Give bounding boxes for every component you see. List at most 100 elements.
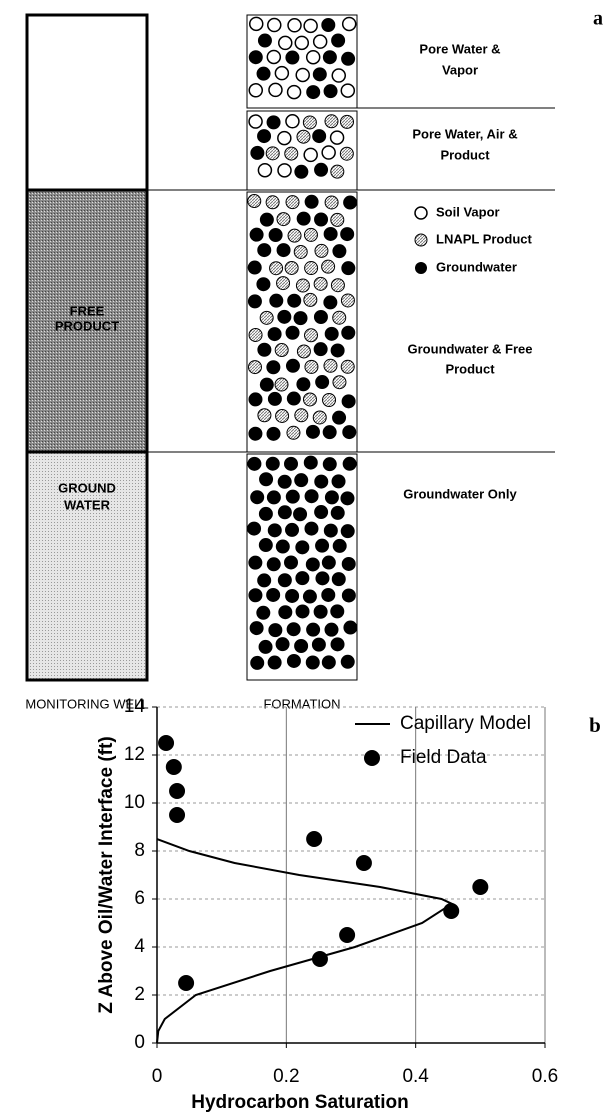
grain <box>259 212 274 227</box>
grain <box>322 457 337 472</box>
grain <box>313 604 328 619</box>
grain <box>296 129 311 144</box>
grain <box>330 278 345 293</box>
grain <box>285 50 300 65</box>
grain <box>259 472 274 487</box>
grain <box>304 521 319 536</box>
grain <box>268 623 283 638</box>
grain <box>265 456 280 471</box>
grain <box>248 327 263 342</box>
zone-label: Vapor <box>442 62 478 77</box>
grain <box>247 294 262 309</box>
grain <box>332 410 347 425</box>
well-label: FREE <box>70 303 105 318</box>
grain <box>276 212 291 227</box>
grain <box>314 505 329 520</box>
panel-label: a <box>593 8 603 30</box>
grain <box>313 310 328 325</box>
x-tick-label: 0.2 <box>273 1066 299 1087</box>
grain <box>315 375 330 390</box>
grain <box>278 35 293 51</box>
data-point <box>178 975 195 991</box>
legend-symbol <box>415 262 427 274</box>
grain <box>265 146 280 161</box>
grain <box>303 18 318 34</box>
grain <box>330 604 345 619</box>
data-point <box>169 807 186 823</box>
grain <box>257 342 272 357</box>
grain <box>256 277 271 292</box>
grain <box>285 588 300 603</box>
grain <box>284 456 299 471</box>
grain <box>304 194 319 209</box>
grain <box>257 129 272 144</box>
legend-label: Field Data <box>400 747 487 768</box>
grain <box>249 621 264 636</box>
model-line <box>156 838 454 1044</box>
grain <box>330 164 345 179</box>
grain <box>314 474 329 489</box>
grain <box>286 653 301 668</box>
grain <box>311 637 326 652</box>
grain <box>266 360 281 375</box>
grain <box>323 358 338 373</box>
grain <box>267 391 282 406</box>
grain <box>284 555 299 570</box>
grain <box>274 377 289 392</box>
grain <box>277 505 292 520</box>
grain <box>303 147 318 163</box>
grain <box>321 555 336 570</box>
data-point <box>339 927 356 943</box>
grain <box>284 146 299 161</box>
grain <box>247 456 262 471</box>
grain <box>248 426 263 441</box>
well-free-product <box>25 188 149 454</box>
grain <box>330 212 345 227</box>
grain <box>324 326 339 341</box>
grain <box>295 278 310 293</box>
grain <box>248 555 263 570</box>
grain <box>332 375 347 390</box>
legend-label: Soil Vapor <box>436 204 500 219</box>
grain <box>286 425 301 440</box>
legend-symbol <box>414 233 428 247</box>
grain <box>247 194 262 209</box>
grain <box>322 425 337 440</box>
grain <box>296 344 311 359</box>
grain <box>321 145 336 160</box>
grain <box>287 228 302 243</box>
grain <box>340 227 355 242</box>
grain <box>247 360 262 375</box>
grain <box>341 325 356 340</box>
grain <box>295 604 310 619</box>
grain <box>277 573 292 588</box>
grain <box>275 637 290 652</box>
grain <box>341 556 356 571</box>
well-caption: MONITORING WELL <box>25 696 148 711</box>
grain <box>314 243 329 258</box>
y-tick-label: 10 <box>124 792 145 813</box>
grain <box>268 82 283 98</box>
grain <box>287 18 302 33</box>
zone-label: Groundwater & Free <box>408 341 533 356</box>
well <box>25 13 149 682</box>
grain <box>315 571 330 586</box>
grain <box>284 260 299 275</box>
zone-label: Pore Water, Air & <box>412 126 517 141</box>
grain <box>312 67 327 82</box>
y-tick-label: 6 <box>134 888 145 909</box>
chart: 0 2 4 6 8 10 12 14 0 0.2 0.4 0.6 Hydrocarbon Saturat… <box>96 696 601 1113</box>
data-point <box>306 831 323 847</box>
grain <box>330 343 345 358</box>
grain <box>342 425 357 440</box>
x-axis-label: Hydrocarbon Saturation <box>191 1092 408 1113</box>
grain <box>257 33 272 48</box>
grain <box>341 394 356 409</box>
grain <box>341 588 356 603</box>
grain <box>324 490 339 505</box>
grain <box>315 538 330 553</box>
grain <box>248 50 263 65</box>
grain <box>314 162 329 177</box>
y-tick-label: 4 <box>134 936 145 957</box>
